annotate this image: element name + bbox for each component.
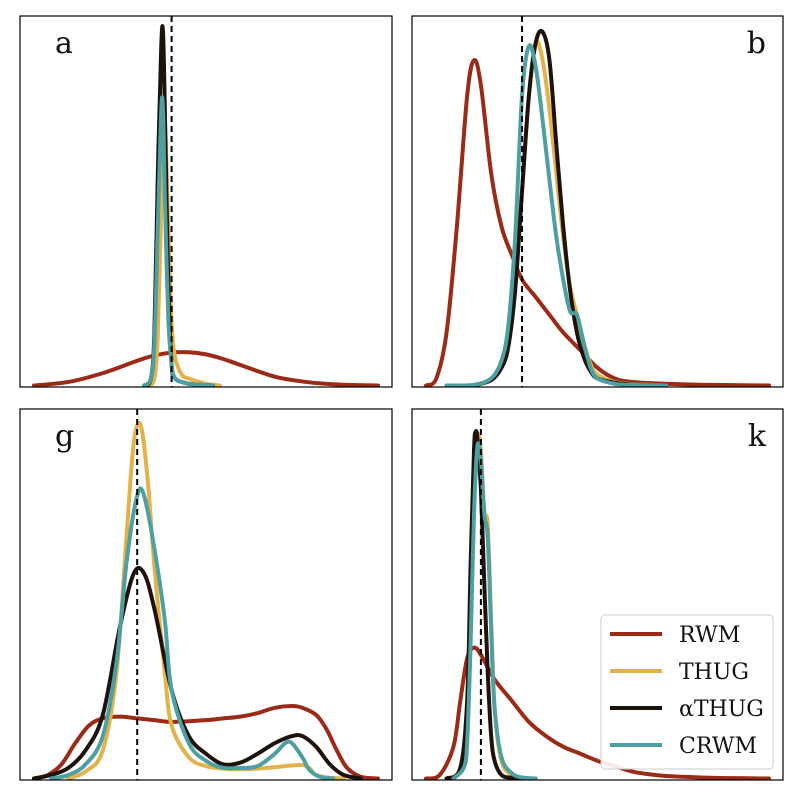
series-line-CRWM-k	[451, 441, 538, 780]
panel-label-g: g	[55, 419, 74, 454]
series-line-THUG-g	[66, 420, 346, 780]
legend-box	[600, 614, 774, 770]
plot-area-a	[32, 16, 380, 387]
series-line-RWM-g	[32, 704, 380, 780]
series-line-RWM-a	[32, 350, 380, 387]
panel-b: b	[411, 15, 784, 388]
legend-label-RWM: RWM	[679, 623, 740, 648]
axes-frame-b	[411, 15, 784, 388]
legend-label-CRWM: CRWM	[679, 734, 757, 759]
series-line-RWM-b	[424, 58, 771, 387]
series-line-aTHUG-g	[32, 565, 363, 780]
plot-area-b	[424, 16, 771, 387]
series-line-CRWM-a	[142, 95, 215, 387]
axes-frame-k	[411, 408, 784, 781]
panel-g: g	[19, 408, 393, 781]
legend-label-aTHUG: αTHUG	[679, 697, 764, 722]
series-line-CRWM-b	[444, 43, 669, 387]
panel-a: a	[19, 15, 393, 388]
plot-area-k	[424, 409, 771, 780]
axes-frame-g	[19, 408, 393, 781]
panel-label-k: k	[748, 419, 767, 454]
panel-label-b: b	[747, 26, 766, 61]
legend: RWM THUG αTHUG CRWM	[600, 614, 774, 770]
panel-label-a: a	[55, 26, 73, 61]
legend-label-THUG: THUG	[679, 660, 749, 685]
series-line-aTHUG-b	[472, 28, 669, 387]
series-line-RWM-k	[424, 645, 771, 780]
plot-area-g	[32, 409, 380, 780]
series-line-CRWM-g	[49, 486, 336, 780]
axes-frame-a	[19, 15, 393, 388]
series-line-THUG-b	[444, 39, 669, 387]
panel-k: k	[411, 408, 784, 781]
